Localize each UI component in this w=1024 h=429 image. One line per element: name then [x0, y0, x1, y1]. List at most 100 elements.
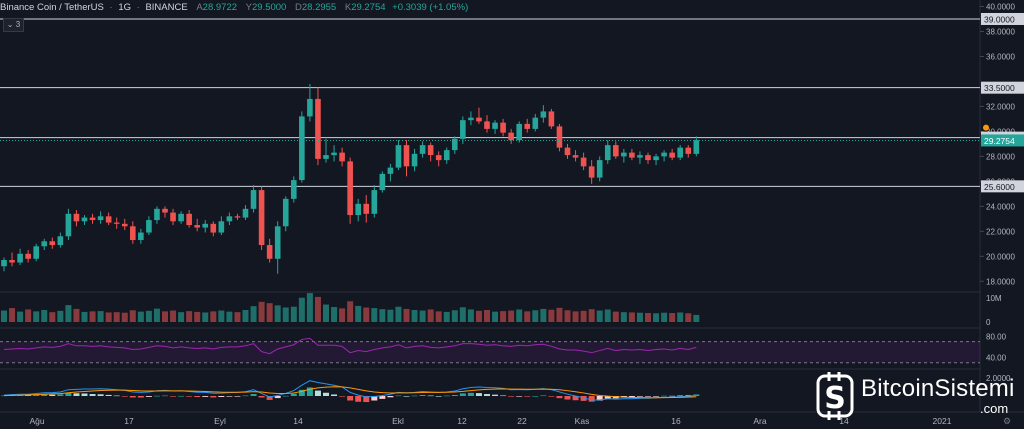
time-tick-label: 12 — [457, 416, 467, 426]
volume-bar — [411, 310, 418, 322]
candle-body — [299, 116, 305, 181]
macd-histogram-bar — [178, 395, 185, 397]
candle-body — [572, 155, 579, 158]
candle-body — [226, 216, 233, 222]
volume-bar — [612, 311, 619, 322]
volume-bar — [387, 309, 394, 322]
macd-histogram-bar — [467, 392, 474, 396]
macd-histogram-bar — [162, 395, 168, 397]
macd-histogram-bar — [363, 396, 370, 403]
candle-body — [105, 216, 112, 223]
candle-body — [323, 155, 329, 159]
candle-body — [17, 253, 23, 263]
candle-body — [645, 155, 651, 161]
candle-body — [130, 226, 136, 241]
volume-bar — [508, 310, 515, 322]
candle-body — [113, 222, 120, 224]
macd-histogram-bar — [645, 396, 651, 397]
candle-body — [460, 120, 466, 139]
candle-body — [138, 232, 144, 241]
close-value: 29.2754 — [351, 2, 386, 13]
candle-body — [274, 226, 281, 259]
volume-bar — [250, 306, 257, 322]
volume-bar — [49, 312, 56, 322]
candle-body — [613, 145, 619, 157]
volume-bar — [105, 312, 112, 322]
low-value: 28.2955 — [301, 2, 337, 13]
macd-histogram-bar — [1, 395, 7, 397]
volume-bar — [194, 311, 201, 322]
volume-bar — [339, 308, 346, 322]
volume-bar — [73, 308, 80, 322]
macd-histogram-bar — [371, 396, 378, 401]
change-value: +0.3039 (+1.05%) — [392, 2, 469, 13]
rsi-tick-label: 40.00 — [986, 353, 1007, 362]
macd-histogram-bar — [57, 394, 64, 396]
macd-histogram-bar — [556, 396, 563, 399]
macd-histogram-bar — [113, 395, 120, 397]
symbol-name[interactable]: Binance Coin / TetherUS — [0, 2, 104, 13]
candle-body — [307, 98, 313, 117]
candle-body — [387, 167, 394, 174]
volume-bar — [153, 308, 160, 322]
volume-bar — [274, 305, 281, 322]
macd-histogram-bar — [170, 396, 177, 397]
rsi-line — [3, 337, 697, 355]
volume-bar — [331, 307, 338, 322]
volume-bar — [492, 311, 499, 322]
macd-histogram-bar — [532, 396, 539, 397]
macd-histogram-bar — [693, 394, 700, 396]
volume-bar — [484, 310, 490, 322]
volume-bar — [653, 313, 660, 322]
macd-histogram-bar — [419, 395, 426, 396]
price-tick-label: 40.0000 — [986, 2, 1015, 11]
candle-body — [315, 98, 321, 159]
candle-body — [637, 155, 643, 158]
candle-body — [500, 122, 506, 133]
interval-label[interactable]: 1G — [118, 2, 131, 13]
volume-bar — [379, 309, 386, 322]
macd-histogram-bar — [33, 394, 40, 396]
macd-histogram-bar — [81, 393, 88, 396]
time-tick-label: Kas — [575, 416, 590, 426]
volume-bar — [443, 311, 450, 322]
price-tick-label: 20.0000 — [986, 252, 1015, 261]
macd-histogram-bar — [500, 395, 507, 397]
time-tick-label: 14 — [839, 416, 849, 426]
volume-bar — [363, 307, 370, 322]
macd-tick-label: 2.0000 — [986, 374, 1011, 383]
price-tick-label: 18.0000 — [986, 277, 1015, 286]
volume-bar — [677, 312, 684, 322]
time-tick-label: Ara — [753, 416, 767, 426]
volume-bar — [41, 310, 48, 322]
volume-bar — [121, 312, 128, 322]
level-price-label: 39.0000 — [984, 14, 1015, 24]
volume-bar — [314, 296, 321, 322]
volume-bar — [9, 308, 16, 322]
macd-histogram-bar — [258, 396, 265, 398]
volume-bar — [202, 312, 209, 322]
gear-icon: ⚙ — [1003, 416, 1011, 426]
indicator-toggle-button[interactable]: ⌄ 3 — [3, 18, 24, 32]
candle-body — [121, 223, 128, 227]
volume-bar — [178, 312, 185, 322]
candle-body — [596, 160, 603, 178]
macd-histogram-bar — [298, 389, 305, 396]
macd-histogram-bar — [250, 394, 257, 396]
candle-body — [661, 152, 667, 157]
candle-body — [210, 223, 217, 233]
candle-body — [693, 140, 700, 154]
candle-body — [339, 152, 345, 162]
candle-body — [484, 121, 490, 129]
macd-histogram-bar — [306, 387, 313, 396]
macd-histogram-bar — [459, 393, 466, 396]
macd-histogram-bar — [411, 395, 418, 397]
candle-body — [258, 190, 265, 246]
macd-histogram-bar — [194, 396, 201, 397]
time-tick-label: 17 — [124, 416, 134, 426]
volume-bar — [129, 310, 136, 322]
logo-wordmark: BitcoinSistemi — [861, 375, 1015, 402]
volume-bar — [636, 312, 643, 322]
candle-body — [81, 217, 88, 222]
